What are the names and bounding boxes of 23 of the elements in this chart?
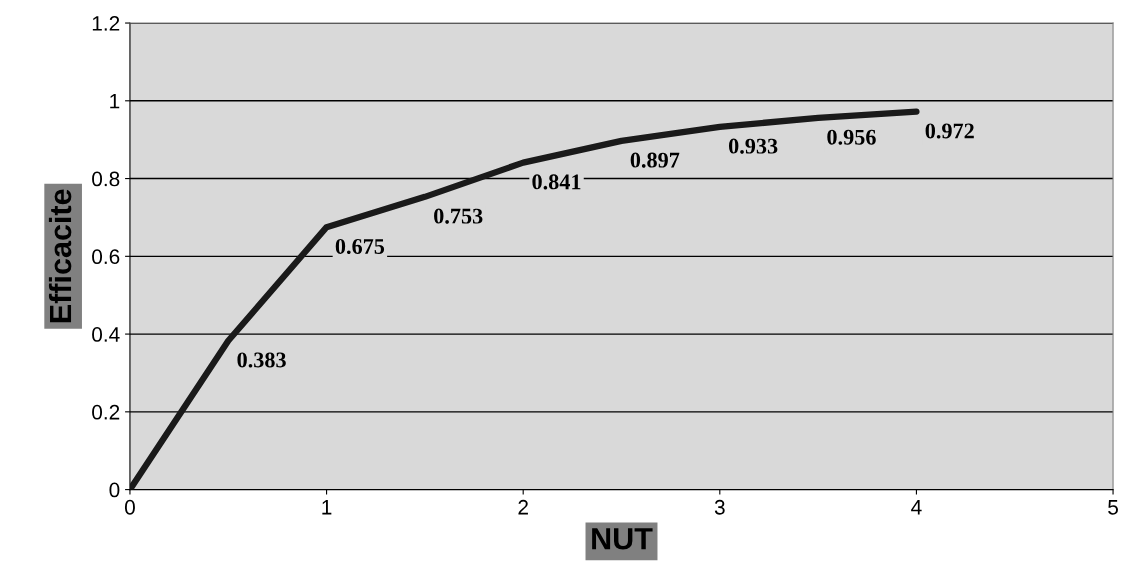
data-label: 0.933	[728, 138, 778, 154]
y-tick-label: 1	[110, 94, 120, 109]
x-tick-label: 0	[124, 499, 135, 515]
y-tick-label: 1.2	[92, 16, 120, 31]
data-label: 0.675	[335, 238, 385, 255]
data-label: 0.383	[237, 352, 286, 368]
y-tick-label: 0.4	[92, 327, 120, 342]
x-tick-label: 3	[714, 499, 725, 515]
x-tick-label: 2	[518, 499, 528, 515]
x-axis-title: NUT	[592, 528, 653, 550]
y-tick-label: 0.8	[92, 171, 120, 187]
x-tick-label: 5	[1108, 500, 1118, 515]
x-tick-label: 4	[911, 500, 922, 515]
data-label: 0.753	[434, 208, 483, 224]
y-tick-label: 0.6	[92, 249, 120, 265]
x-tick-label: 1	[322, 500, 332, 515]
data-label: 0.972	[925, 123, 974, 139]
data-label: 0.897	[630, 152, 680, 168]
y-tick-label: 0.2	[92, 404, 120, 420]
y-axis-title: Efficacite	[48, 189, 72, 323]
data-label: 0.956	[827, 129, 876, 145]
y-tick-label: 0	[109, 482, 120, 498]
data-label: 0.841	[532, 174, 581, 190]
